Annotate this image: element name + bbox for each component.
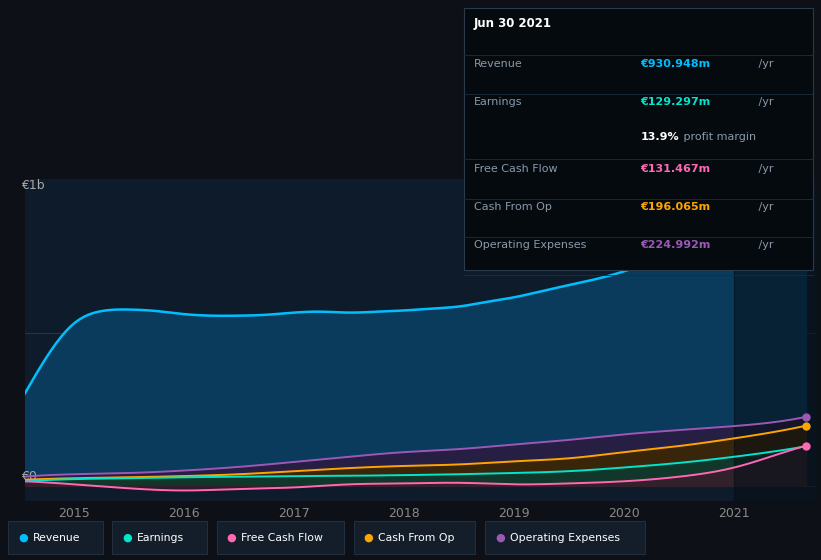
Bar — [734, 179, 817, 501]
Text: Earnings: Earnings — [474, 97, 522, 107]
Text: Earnings: Earnings — [137, 533, 184, 543]
Text: ●: ● — [227, 533, 236, 543]
Text: Jun 30 2021: Jun 30 2021 — [474, 17, 552, 30]
Text: /yr: /yr — [755, 164, 774, 174]
Text: Revenue: Revenue — [33, 533, 80, 543]
Text: ●: ● — [122, 533, 132, 543]
Text: Free Cash Flow: Free Cash Flow — [241, 533, 323, 543]
Text: ●: ● — [364, 533, 374, 543]
Text: Operating Expenses: Operating Expenses — [474, 240, 586, 250]
Text: /yr: /yr — [755, 97, 774, 107]
Text: €196.065m: €196.065m — [640, 202, 710, 212]
Text: profit margin: profit margin — [680, 132, 756, 142]
Text: Cash From Op: Cash From Op — [474, 202, 552, 212]
Text: /yr: /yr — [755, 240, 774, 250]
Text: ●: ● — [495, 533, 505, 543]
Text: Free Cash Flow: Free Cash Flow — [474, 164, 557, 174]
Text: Cash From Op: Cash From Op — [378, 533, 455, 543]
Text: 13.9%: 13.9% — [640, 132, 679, 142]
Text: €930.948m: €930.948m — [640, 59, 710, 69]
Text: Operating Expenses: Operating Expenses — [510, 533, 620, 543]
Text: €1b: €1b — [21, 179, 44, 192]
Text: €224.992m: €224.992m — [640, 240, 711, 250]
Text: €0: €0 — [21, 470, 37, 483]
Text: Revenue: Revenue — [474, 59, 522, 69]
Text: /yr: /yr — [755, 59, 774, 69]
Text: €129.297m: €129.297m — [640, 97, 711, 107]
Text: ●: ● — [18, 533, 28, 543]
Text: /yr: /yr — [755, 202, 774, 212]
Text: €131.467m: €131.467m — [640, 164, 710, 174]
